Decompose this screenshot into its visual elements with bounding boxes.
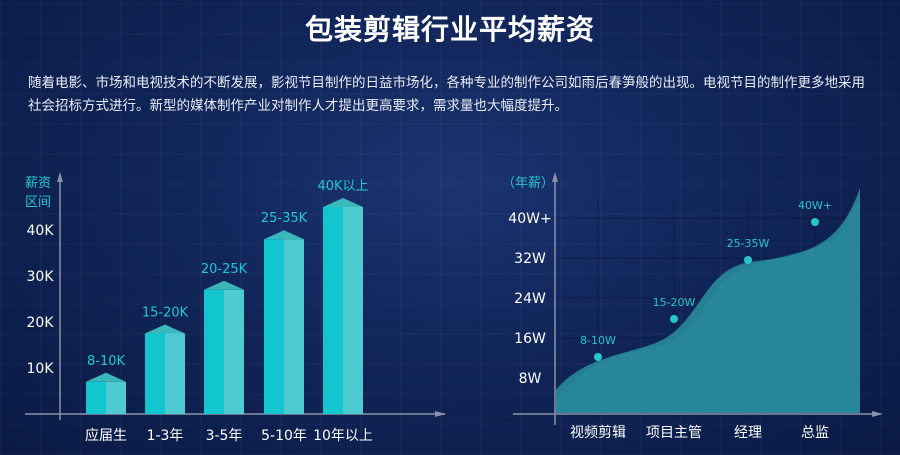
bar-top (204, 280, 244, 290)
x-tick-label: 视频剪辑 (570, 425, 626, 441)
y-tick-label: 20K (27, 315, 55, 331)
bar-top (264, 230, 304, 240)
bar-front (145, 333, 165, 414)
y-tick-label: 32W (514, 251, 546, 267)
bar-front (204, 289, 224, 414)
bar-top (323, 198, 363, 207)
x-tick-label: 经理 (734, 425, 762, 441)
x-axis-arrow (435, 411, 446, 417)
bar-side (106, 381, 126, 414)
y-tick-label: 40K (27, 223, 55, 239)
data-point (811, 218, 819, 226)
bar-side (224, 289, 244, 414)
y-tick-label: 16W (514, 331, 546, 347)
description: 随着电影、市场和电视技术的不断发展，影视节目制作的日益市场化，各种专业的制作公司… (28, 75, 865, 114)
bar-side (343, 207, 363, 414)
bar-data-label: 8-10K (87, 354, 126, 369)
data-label: 8-10W (580, 334, 616, 347)
bar-top (86, 372, 126, 382)
data-label: 15-20W (653, 296, 696, 309)
bar-side (284, 239, 304, 414)
bar-data-label: 40K以上 (317, 179, 368, 194)
bar-data-label: 20-25K (201, 262, 248, 277)
x-tick-label: 应届生 (85, 427, 127, 444)
y-tick-label: 30K (27, 269, 55, 285)
data-point (670, 315, 678, 323)
area (556, 188, 860, 413)
data-label: 25-35W (727, 237, 770, 250)
y-axis-title: 薪资 (25, 176, 51, 191)
x-tick-label: 项目主管 (646, 425, 702, 441)
data-label: 40W+ (798, 199, 832, 212)
x-tick-label: 3-5年 (206, 428, 243, 444)
page-title: 包装剪辑行业平均薪资 (304, 13, 595, 46)
y-tick-label: 8W (519, 371, 542, 387)
bar-front (264, 239, 284, 414)
y-tick-label: 40W+ (508, 211, 551, 227)
bar-data-label: 25-35K (261, 211, 308, 226)
x-tick-label: 1-3年 (147, 428, 184, 444)
y-tick-label: 10K (27, 361, 55, 377)
y-axis-title: （年薪） (502, 176, 554, 191)
bar-front (323, 207, 343, 414)
bar-top (145, 324, 185, 334)
x-tick-label: 5-10年 (261, 428, 307, 444)
y-axis-title: 区间 (25, 195, 51, 210)
x-tick-label: 总监 (801, 425, 829, 441)
x-axis-arrow (872, 411, 883, 417)
bar-front (86, 381, 106, 414)
y-tick-label: 24W (514, 291, 546, 307)
y-axis-arrow (552, 172, 558, 182)
x-tick-label: 10年以上 (313, 428, 373, 444)
data-point (744, 256, 752, 264)
bar-side (165, 333, 185, 414)
bar-data-label: 15-20K (142, 306, 189, 321)
data-point (594, 353, 602, 361)
y-axis-arrow (57, 172, 63, 182)
